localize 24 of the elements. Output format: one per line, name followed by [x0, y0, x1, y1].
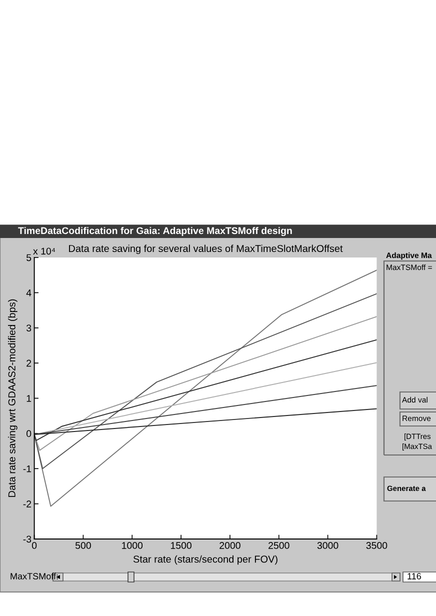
x-tick-label: 2500	[268, 542, 290, 549]
x-tick-label: 2000	[220, 542, 240, 549]
y-tick-label: -2	[23, 500, 32, 508]
chart-title: Data rate saving for several values of MaxTimeSlotMarkOffset	[69, 244, 343, 254]
y-tick-label: 3	[26, 324, 32, 332]
y-tick-label: -3	[23, 536, 32, 543]
y-tick-label: 2	[26, 360, 32, 367]
y-axis-title: Data rate saving wrt GDAAS2-modified (bps)	[8, 299, 18, 497]
text: 116	[408, 573, 421, 580]
x-tick-label: 1500	[170, 542, 192, 549]
y-tick-label: 4	[26, 290, 32, 296]
x-tick-label: 3500	[366, 542, 388, 549]
x-tick-label: 500	[75, 542, 91, 549]
x-axis-title: Star rate (stars/second per FOV)	[133, 555, 278, 565]
x-tick-label: 1000	[122, 542, 143, 549]
text: x 10⁴	[33, 248, 56, 255]
text: TimeDataCodification for Gaia: Adaptive MaxTSMoff design	[18, 226, 292, 236]
y-tick-label: 1	[26, 395, 32, 402]
x-tick-label: 3000	[317, 542, 338, 549]
text: MaxTSMoff:	[10, 572, 58, 580]
y-tick-label: -1	[23, 465, 32, 472]
y-tick-label: 5	[26, 254, 32, 262]
y-tick-label: 0	[26, 430, 32, 438]
x-tick-label: 0	[32, 542, 37, 549]
